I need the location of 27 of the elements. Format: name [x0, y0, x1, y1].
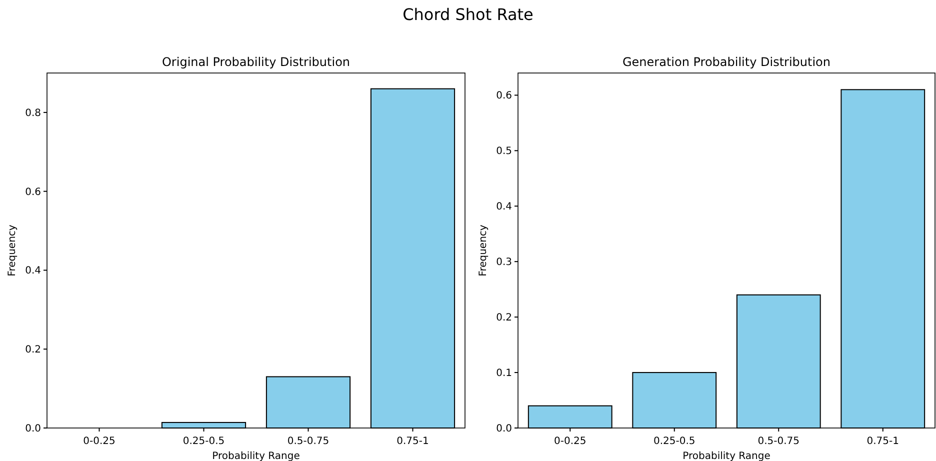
- y-tick-label: 0.1: [496, 368, 512, 380]
- y-tick-label: 0.6: [25, 186, 41, 198]
- x-tick-label: 0.25-0.5: [653, 436, 696, 447]
- y-tick-label: 0.0: [496, 424, 512, 434]
- y-tick-label: 0.6: [496, 90, 512, 102]
- y-axis-title: Frequency: [478, 224, 489, 276]
- y-tick-label: 0.3: [496, 257, 512, 268]
- y-tick-label: 0.4: [25, 266, 41, 277]
- chart-title: Original Probability Distribution: [162, 55, 350, 69]
- x-axis-title: Probability Range: [212, 451, 300, 461]
- y-tick-label: 0.2: [25, 344, 41, 356]
- text: Chord Shot Rate: [402, 5, 534, 24]
- y-tick-label: 0.8: [25, 108, 41, 119]
- y-tick-label: 0.0: [25, 424, 41, 434]
- chart-title: Generation Probability Distribution: [622, 55, 831, 69]
- x-tick-label: 0.75-1: [866, 436, 899, 447]
- x-tick-label: 0.75-1: [396, 436, 429, 447]
- y-tick-label: 0.2: [496, 312, 512, 324]
- x-axis-title: Probability Range: [682, 451, 770, 461]
- y-axis-title: Frequency: [7, 224, 18, 276]
- x-tick-label: 0.5-0.75: [287, 436, 330, 447]
- x-tick-label: 0-0.25: [554, 436, 586, 447]
- x-tick-label: 0-0.25: [83, 436, 116, 447]
- y-tick-label: 0.5: [496, 146, 512, 158]
- y-tick-label: 0.4: [496, 202, 512, 213]
- x-tick-label: 0.5-0.75: [758, 436, 800, 447]
- x-tick-label: 0.25-0.5: [182, 436, 225, 447]
